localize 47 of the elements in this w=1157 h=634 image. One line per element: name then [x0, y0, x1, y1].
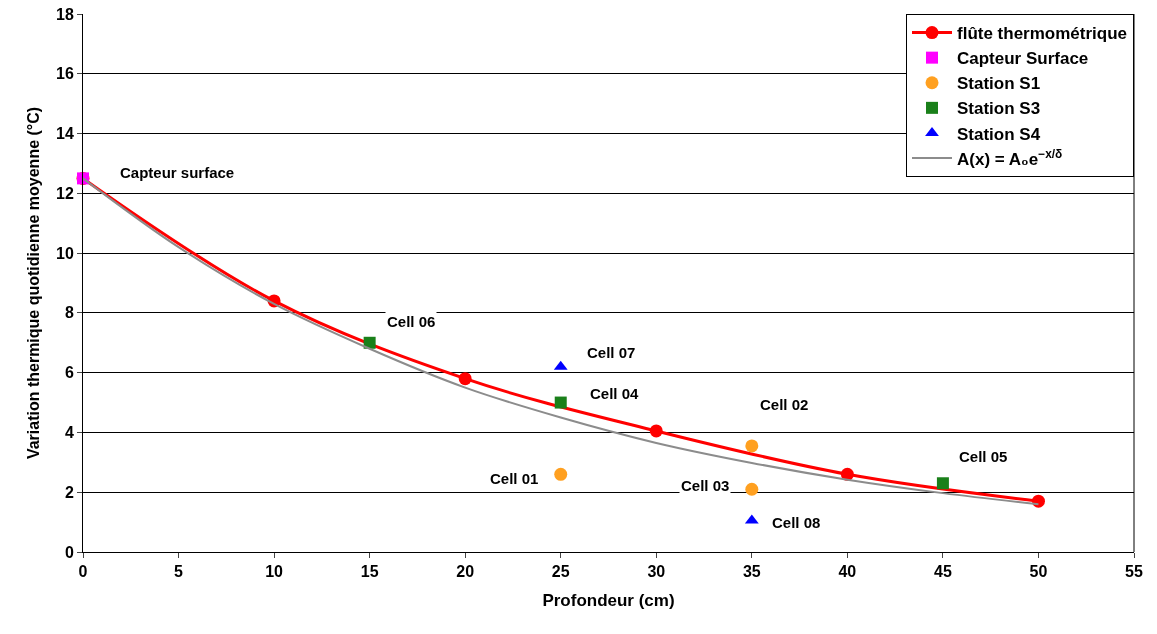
- point: [458, 372, 472, 386]
- annotation: Cell 04: [590, 385, 640, 402]
- legend-label: Capteur Surface: [957, 49, 1089, 69]
- point: [554, 396, 567, 409]
- y-tick-label: 12: [56, 184, 74, 202]
- y-tick-label: 10: [56, 244, 74, 262]
- y-tick-label: 4: [64, 424, 74, 442]
- x-tick-label: 30: [647, 563, 666, 581]
- x-tick-label: 25: [551, 563, 570, 581]
- y-tick-label: 6: [64, 364, 74, 382]
- x-tick-label: 20: [456, 563, 475, 581]
- x-tick-label: 50: [1029, 563, 1048, 581]
- legend-label: Station S4: [957, 124, 1041, 144]
- y-tick-label: 8: [64, 304, 74, 322]
- annotation: Cell 07: [587, 344, 636, 361]
- point: [745, 482, 759, 496]
- point: [363, 336, 376, 349]
- y-axis-title: Variation thermique quotidienne moyenne (°C): [24, 106, 42, 460]
- legend-label: Station S1: [957, 74, 1041, 94]
- point: [745, 439, 759, 453]
- legend-label: flûte thermométrique: [957, 24, 1128, 44]
- annotation: Cell 01: [490, 470, 539, 487]
- point: [554, 467, 568, 481]
- x-tick-label: 5: [174, 563, 184, 581]
- y-tick-label: 16: [56, 65, 74, 83]
- point: [936, 477, 949, 490]
- annotation: Cell 08: [772, 514, 821, 531]
- x-tick-label: 10: [265, 563, 284, 581]
- y-tick-label: 14: [56, 125, 74, 143]
- x-tick-label: 0: [78, 563, 88, 581]
- legend-label: A(x) = A₀e$^{−x/δ}$: [957, 146, 1063, 169]
- x-tick-label: 55: [1125, 563, 1143, 581]
- y-tick-label: 2: [64, 483, 74, 501]
- annotation: Cell 06: [387, 313, 436, 330]
- x-tick-label: 35: [742, 563, 761, 581]
- annotation: Cell 03: [681, 477, 730, 494]
- x-tick-label: 45: [934, 563, 952, 581]
- y-tick-label: 0: [64, 543, 74, 561]
- x-axis-title: Profondeur (cm): [542, 590, 675, 610]
- y-tick-label: 18: [56, 5, 74, 23]
- legend-label: Station S3: [957, 99, 1041, 119]
- x-tick-label: 40: [838, 563, 857, 581]
- annotation: Capteur surface: [120, 164, 235, 181]
- point: [649, 424, 663, 438]
- x-tick-label: 15: [360, 563, 379, 581]
- annotation: Cell 05: [959, 448, 1008, 465]
- annotation: Cell 02: [760, 396, 809, 413]
